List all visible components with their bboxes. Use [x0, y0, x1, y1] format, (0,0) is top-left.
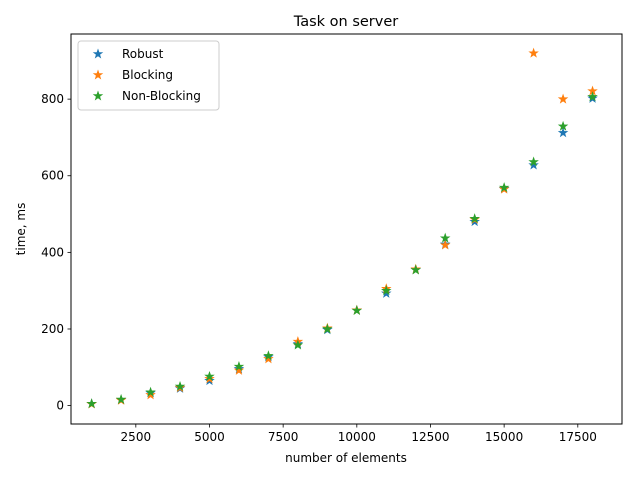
star-icon — [92, 48, 104, 59]
legend-marker-blocking — [92, 69, 104, 80]
chart-title: Task on server — [293, 14, 399, 30]
x-axis-label: number of elements — [285, 451, 407, 465]
data-point-non-blocking — [204, 370, 215, 381]
data-point-non-blocking — [233, 361, 245, 372]
data-point-non-blocking — [351, 305, 363, 316]
data-point-non-blocking — [115, 393, 127, 404]
data-point-blocking — [528, 47, 539, 58]
data-point-non-blocking — [498, 182, 510, 193]
data-point-blocking — [439, 239, 451, 250]
data-point-non-blocking — [174, 380, 186, 391]
data-point-robust — [381, 287, 392, 298]
legend: Robust Blocking Non-Blocking — [77, 40, 220, 111]
legend-entry-blocking: Blocking — [92, 68, 173, 82]
star-icon — [92, 69, 104, 80]
y-tick-label: 200 — [41, 322, 64, 336]
axis-ticks: 2500 5000 7500 10000 12500 15000 17500 0 200 400 6… — [41, 92, 597, 444]
data-point-non-blocking — [86, 398, 97, 409]
legend-entry-non-blocking: Non-Blocking — [92, 89, 201, 103]
data-point-blocking — [145, 389, 156, 400]
legend-label-blocking: Blocking — [122, 68, 173, 82]
x-tick-label: 15000 — [485, 430, 523, 444]
x-tick-label: 12500 — [411, 430, 449, 444]
legend-box — [77, 40, 220, 111]
data-point-non-blocking — [145, 386, 156, 397]
x-tick-label: 7500 — [268, 430, 299, 444]
x-tick-label: 5000 — [194, 430, 225, 444]
legend-label-robust: Robust — [122, 47, 164, 61]
legend-entry-robust: Robust — [92, 47, 164, 61]
legend-marker-robust — [92, 48, 104, 59]
plot-frame — [70, 33, 623, 425]
data-point-non-blocking — [263, 350, 274, 361]
y-tick-label: 0 — [56, 399, 64, 413]
data-point-non-blocking — [439, 232, 451, 243]
data-points — [86, 47, 598, 409]
data-point-non-blocking — [528, 156, 539, 167]
legend-marker-non-blocking — [92, 90, 104, 101]
data-point-non-blocking — [322, 323, 333, 334]
data-point-robust — [557, 127, 569, 138]
x-tick-label: 10000 — [338, 430, 376, 444]
y-axis-label: time, ms — [14, 203, 28, 256]
data-point-blocking — [263, 353, 274, 364]
x-tick-label: 17500 — [559, 430, 597, 444]
y-tick-label: 600 — [41, 169, 64, 183]
y-tick-label: 400 — [41, 245, 64, 259]
x-tick-label: 2500 — [121, 430, 152, 444]
data-point-non-blocking — [410, 264, 421, 275]
star-icon — [92, 90, 104, 101]
data-point-non-blocking — [587, 91, 598, 102]
data-point-non-blocking — [292, 339, 304, 350]
data-point-non-blocking — [469, 213, 480, 224]
data-point-robust — [528, 159, 539, 170]
data-point-blocking — [557, 93, 569, 104]
y-tick-label: 800 — [41, 92, 64, 106]
data-point-non-blocking — [557, 120, 569, 131]
data-point-blocking — [233, 364, 245, 375]
data-point-non-blocking — [381, 285, 392, 296]
legend-label-non-blocking: Non-Blocking — [122, 89, 201, 103]
